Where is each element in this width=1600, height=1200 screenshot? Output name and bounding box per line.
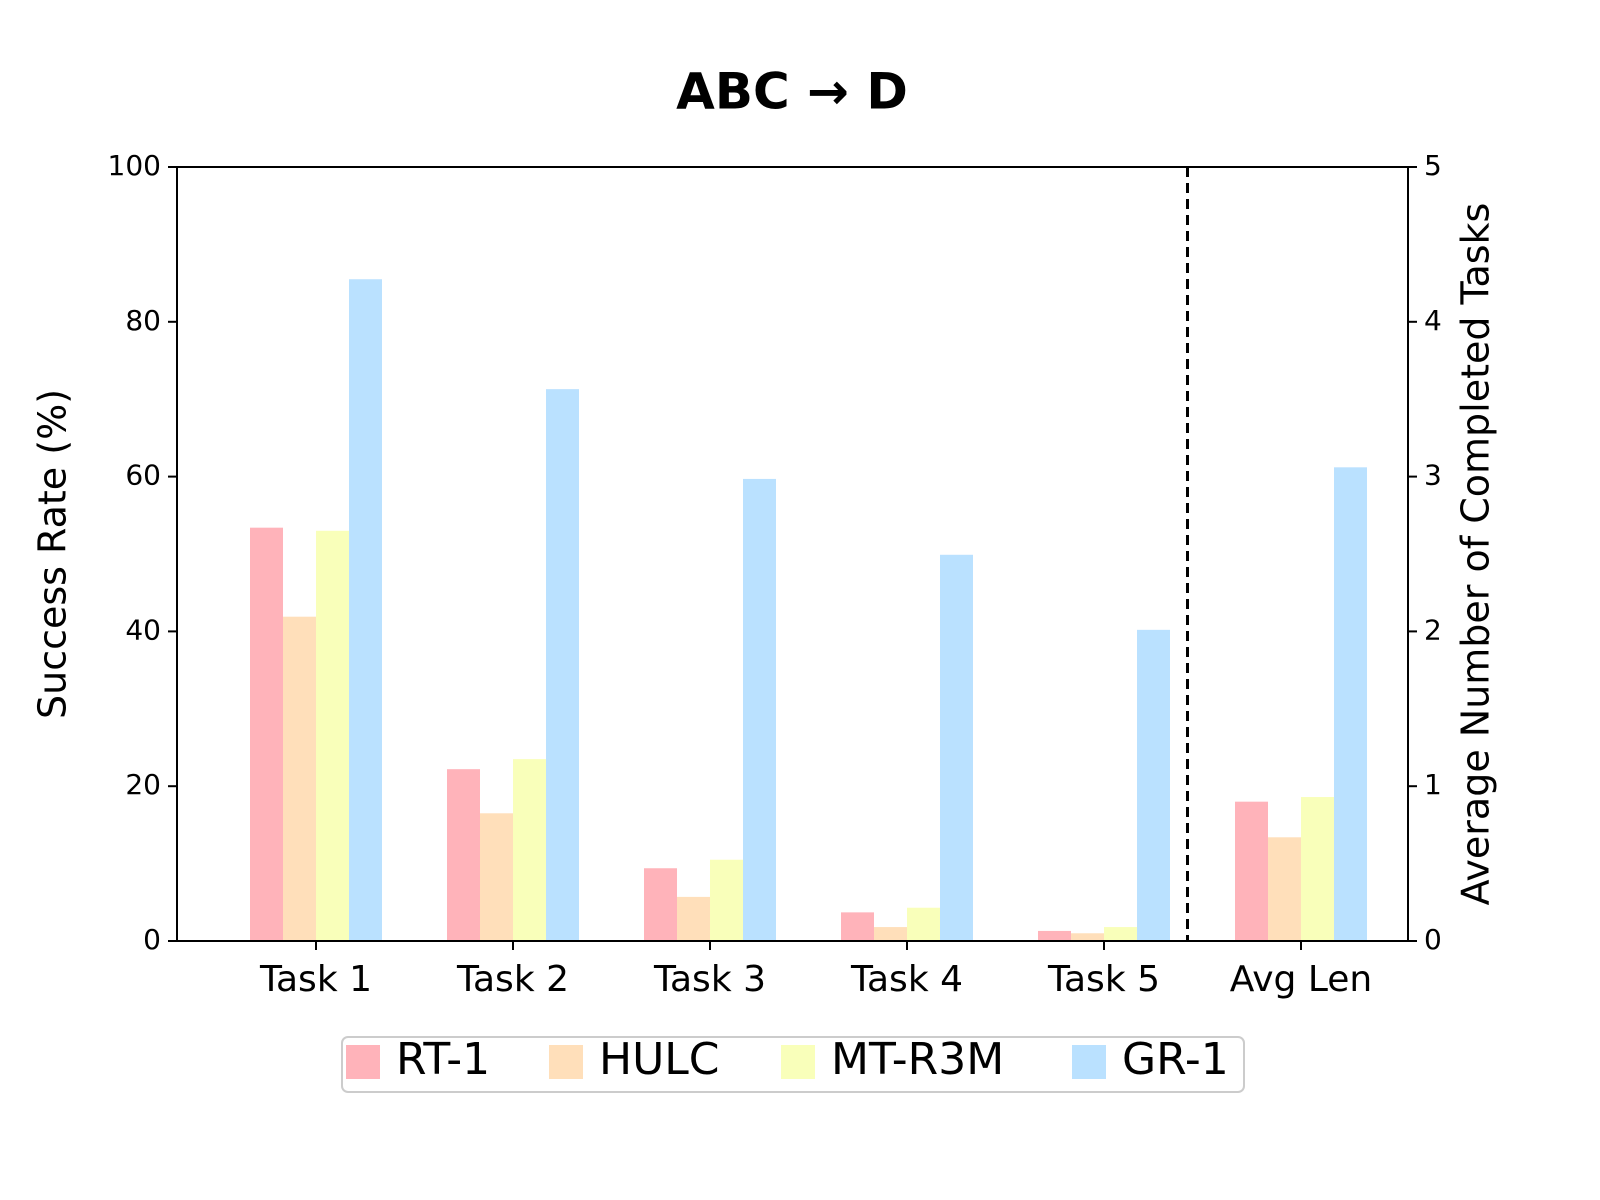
bar: [1235, 801, 1268, 941]
y2-tick-label: 4: [1424, 304, 1442, 337]
bar: [677, 896, 710, 941]
bar: [480, 813, 513, 941]
bar: [940, 554, 973, 941]
legend-swatch: [346, 1045, 380, 1079]
bar: [874, 927, 907, 941]
y2-tick-label: 2: [1424, 613, 1442, 646]
y-tick-label: 40: [125, 613, 161, 646]
chart-title: ABC → D: [676, 63, 908, 121]
plot-frame: [176, 166, 1409, 942]
y-tick-label: 0: [143, 923, 161, 956]
x-tick-label: Task 4: [850, 959, 963, 1000]
bar: [1137, 629, 1170, 941]
legend-swatch: [549, 1045, 583, 1079]
bar: [1104, 927, 1137, 941]
bar: [1071, 933, 1104, 941]
y2-axis-label: Average Number of Completed Tasks: [1454, 203, 1498, 906]
bar: [349, 279, 382, 942]
bar: [513, 759, 546, 941]
y-tick-label: 20: [125, 768, 161, 801]
bar: [250, 527, 283, 941]
bar: [644, 868, 677, 941]
bar: [1334, 467, 1367, 941]
legend-label: RT-1: [396, 1034, 490, 1085]
bar: [710, 859, 743, 941]
x-tick-label: Task 5: [1047, 959, 1160, 1000]
bar: [841, 912, 874, 941]
x-tick-label: Task 1: [259, 959, 372, 1000]
x-tick-label: Task 3: [653, 959, 766, 1000]
y-tick-label: 100: [108, 149, 161, 182]
x-tick-label: Task 2: [456, 959, 569, 1000]
bar: [1038, 930, 1071, 941]
bar: [447, 769, 480, 941]
legend-label: HULC: [599, 1034, 720, 1085]
bar: [743, 478, 776, 941]
bar: [283, 616, 316, 941]
y2-tick-label: 5: [1424, 149, 1442, 182]
legend-label: MT-R3M: [831, 1034, 1004, 1085]
y2-tick-label: 1: [1424, 768, 1442, 801]
legend-swatch: [1072, 1045, 1106, 1079]
y-axis-label: Success Rate (%): [31, 389, 75, 719]
x-tick-label: Avg Len: [1230, 959, 1373, 1000]
y2-tick-label: 3: [1424, 459, 1442, 492]
legend-label: GR-1: [1122, 1034, 1229, 1085]
bar: [546, 389, 579, 941]
bar: [907, 907, 940, 941]
bar: [1301, 797, 1334, 941]
bar: [316, 530, 349, 941]
legend-swatch: [781, 1045, 815, 1079]
y2-tick-label: 0: [1424, 923, 1442, 956]
y-tick-label: 80: [125, 304, 161, 337]
y-tick-label: 60: [125, 459, 161, 492]
bar: [1268, 837, 1301, 941]
